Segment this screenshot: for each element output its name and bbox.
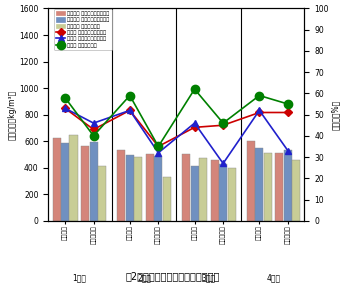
- Text: 2週目: 2週目: [137, 273, 151, 282]
- Bar: [255, 149, 263, 221]
- Bar: [154, 156, 162, 221]
- Bar: [182, 155, 190, 221]
- Bar: [70, 134, 78, 221]
- Bar: [117, 150, 125, 221]
- Bar: [199, 158, 207, 221]
- Text: 4週目: 4週目: [266, 273, 281, 282]
- Y-axis label: 含水率（%）: 含水率（%）: [331, 100, 340, 130]
- Text: 図2　かさ密度と含水率の経時変化: 図2 かさ密度と含水率の経時変化: [126, 272, 220, 282]
- Bar: [211, 160, 219, 221]
- Text: 3週目: 3週目: [202, 273, 216, 282]
- Bar: [163, 177, 171, 221]
- Bar: [134, 157, 142, 221]
- Bar: [228, 168, 236, 221]
- Bar: [61, 143, 69, 221]
- Bar: [146, 155, 154, 221]
- Bar: [284, 151, 292, 221]
- Bar: [53, 138, 61, 221]
- Text: 1週目: 1週目: [72, 273, 86, 282]
- Bar: [292, 160, 300, 221]
- Bar: [275, 153, 283, 221]
- Bar: [90, 142, 98, 221]
- Bar: [126, 155, 134, 221]
- Bar: [247, 141, 255, 221]
- Bar: [191, 166, 199, 221]
- Bar: [219, 164, 227, 221]
- Bar: [98, 166, 106, 221]
- Legend: かさ密度 シークヮーサー堆肥, かさ密度 パインアップル堆肥, かさ密度 オガクズ堆肥, 含水率 シークヮーサー堆肥, 含水率 パインアップル堆肥, 含水率 オ: かさ密度 シークヮーサー堆肥, かさ密度 パインアップル堆肥, かさ密度 オガク…: [54, 9, 112, 50]
- Bar: [81, 146, 89, 221]
- Y-axis label: かさ密度（kg/m³）: かさ密度（kg/m³）: [8, 89, 17, 140]
- Bar: [264, 153, 272, 221]
